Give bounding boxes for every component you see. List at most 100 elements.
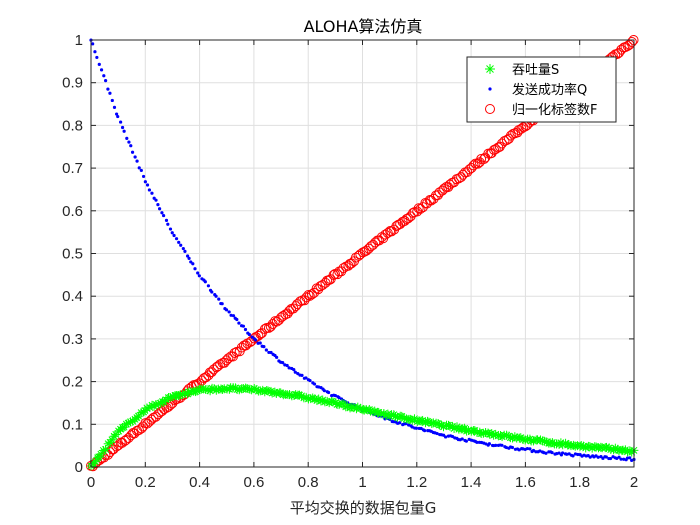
success-rate-point bbox=[281, 361, 285, 365]
success-rate-point bbox=[141, 174, 146, 179]
success-rate-point bbox=[108, 91, 112, 95]
success-rate-point bbox=[112, 105, 117, 109]
x-tick-label: 0 bbox=[87, 474, 95, 491]
success-rate-point bbox=[617, 455, 621, 459]
success-rate-point bbox=[166, 222, 170, 226]
success-rate-point bbox=[224, 308, 229, 312]
success-rate-point bbox=[544, 451, 548, 455]
x-axis-label: 平均交换的数据包量G bbox=[290, 499, 437, 517]
success-rate-point bbox=[312, 382, 317, 386]
x-tick-label: 1.6 bbox=[515, 474, 536, 491]
throughput-point bbox=[327, 396, 337, 406]
success-rate-point bbox=[179, 243, 183, 247]
success-rate-point bbox=[160, 211, 164, 215]
success-rate-point bbox=[135, 159, 139, 163]
success-rate-point bbox=[157, 207, 162, 211]
x-tick-label: 1 bbox=[358, 474, 366, 491]
success-rate-point bbox=[206, 284, 211, 288]
chart-title: ALOHA算法仿真 bbox=[304, 17, 423, 36]
throughput-point bbox=[514, 433, 524, 443]
normalized-tag-point bbox=[203, 370, 214, 381]
normalized-tag-point bbox=[437, 185, 448, 196]
legend-marker-throughput bbox=[485, 64, 495, 74]
success-rate-point bbox=[227, 310, 231, 314]
success-rate-point bbox=[464, 439, 468, 443]
success-rate-point bbox=[164, 218, 169, 222]
success-rate-point bbox=[150, 191, 154, 195]
success-rate-point bbox=[525, 446, 529, 451]
success-rate-point bbox=[576, 452, 580, 457]
legend-marker-success-rate bbox=[488, 87, 492, 91]
success-rate-point bbox=[172, 233, 176, 238]
success-rate-point bbox=[398, 421, 402, 425]
x-tick-label: 1.2 bbox=[406, 474, 427, 491]
normalized-tag-point bbox=[253, 330, 264, 341]
success-rate-point bbox=[567, 452, 571, 456]
success-rate-point bbox=[293, 370, 297, 374]
success-rate-point bbox=[168, 227, 173, 231]
success-rate-point bbox=[241, 324, 246, 328]
y-tick-label: 0.5 bbox=[62, 246, 83, 263]
throughput-point bbox=[341, 402, 351, 412]
normalized-tag-point bbox=[315, 281, 326, 292]
success-rate-point bbox=[235, 317, 239, 322]
success-rate-point bbox=[622, 457, 626, 461]
x-tick-label: 0.8 bbox=[298, 474, 319, 491]
success-rate-point bbox=[139, 168, 143, 173]
x-tick-label: 2 bbox=[630, 474, 638, 491]
success-rate-point bbox=[269, 350, 273, 355]
normalized-tag-point bbox=[626, 36, 637, 47]
success-rate-point bbox=[116, 114, 120, 119]
success-rate-point bbox=[322, 389, 326, 393]
legend: 吞吐量S 发送成功率Q 归一化标签数F bbox=[466, 56, 617, 123]
success-rate-point bbox=[517, 448, 521, 452]
plot-data bbox=[86, 35, 639, 472]
success-rate-point bbox=[528, 447, 532, 451]
y-tick-label: 0.3 bbox=[62, 331, 83, 348]
success-rate-point bbox=[531, 448, 536, 453]
success-rate-point bbox=[487, 442, 491, 446]
legend-label-normalized-tags: 归一化标签数F bbox=[512, 102, 597, 118]
success-rate-point bbox=[262, 344, 266, 349]
success-rate-point bbox=[596, 455, 600, 459]
success-rate-point bbox=[104, 79, 108, 83]
y-tick-label: 0.8 bbox=[62, 117, 83, 134]
success-rate-point bbox=[183, 249, 187, 253]
success-rate-point bbox=[555, 452, 559, 456]
normalized-tag-point bbox=[263, 322, 274, 333]
success-rate-point bbox=[110, 98, 114, 103]
success-rate-point bbox=[604, 455, 608, 459]
success-rate-point bbox=[93, 50, 97, 54]
success-rate-point bbox=[571, 454, 575, 458]
success-rate-point bbox=[337, 396, 341, 400]
success-rate-point bbox=[237, 321, 241, 325]
legend-label-success-rate: 发送成功率Q bbox=[512, 82, 587, 98]
success-rate-point bbox=[210, 290, 214, 294]
x-tick-label: 1.8 bbox=[569, 474, 590, 491]
success-rate-point bbox=[170, 231, 174, 235]
success-rate-point bbox=[504, 445, 509, 450]
x-tick-label: 0.4 bbox=[189, 474, 210, 491]
y-tick-label: 0.4 bbox=[62, 288, 83, 305]
success-rate-point bbox=[410, 425, 414, 429]
success-rate-point bbox=[137, 166, 141, 170]
success-rate-point bbox=[333, 394, 338, 398]
success-rate-point bbox=[258, 341, 262, 345]
x-tick-label: 0.6 bbox=[243, 474, 264, 491]
success-rate-point bbox=[214, 294, 218, 298]
success-rate-point bbox=[187, 256, 191, 260]
series-0 bbox=[86, 383, 639, 471]
success-rate-point bbox=[538, 449, 542, 453]
x-tick-label: 1.4 bbox=[461, 474, 482, 491]
success-rate-point bbox=[193, 267, 197, 271]
success-rate-point bbox=[147, 188, 152, 192]
success-rate-point bbox=[185, 254, 190, 258]
success-rate-point bbox=[127, 140, 131, 144]
success-rate-point bbox=[203, 280, 207, 284]
success-rate-point bbox=[444, 435, 448, 439]
y-tick-label: 0.9 bbox=[62, 75, 83, 92]
success-rate-point bbox=[156, 202, 160, 207]
normalized-tag-point bbox=[229, 347, 240, 358]
success-rate-point bbox=[435, 431, 439, 436]
